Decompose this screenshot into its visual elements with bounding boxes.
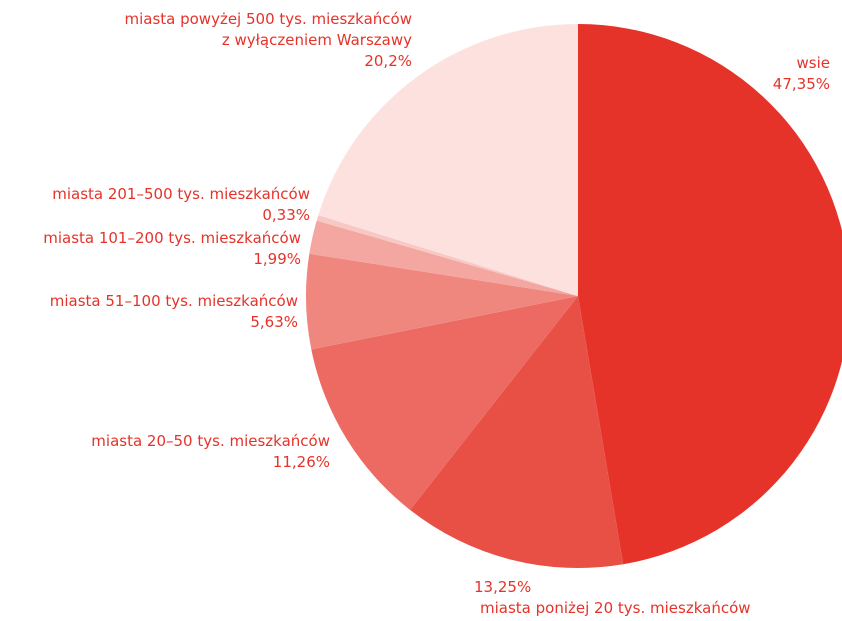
pie-slice xyxy=(410,296,624,568)
slice-label: miasta powyżej 500 tys. mieszkańców z wy… xyxy=(124,9,412,72)
label-name: miasta 201–500 tys. mieszkańców xyxy=(52,185,310,203)
label-name: miasta 101–200 tys. mieszkańców xyxy=(43,229,301,247)
label-value: 0,33% xyxy=(262,206,310,224)
slice-label: wsie 47,35% xyxy=(773,53,830,95)
pie-slice xyxy=(316,215,578,296)
slice-label: miasta 101–200 tys. mieszkańców 1,99% xyxy=(43,228,301,270)
label-value: 11,26% xyxy=(272,453,330,471)
slice-label: miasta 20–50 tys. mieszkańców 11,26% xyxy=(91,431,330,473)
label-name: miasta 51–100 tys. mieszkańców xyxy=(49,292,298,310)
label-name: miasta poniżej 20 tys. mieszkańców xyxy=(480,599,751,617)
pie-slice xyxy=(578,24,842,565)
label-value: 20,2% xyxy=(364,52,412,70)
label-value: 47,35% xyxy=(772,75,830,93)
pie-slice xyxy=(318,24,578,296)
slice-label: 13,25% miasta poniżej 20 tys. mieszkańców xyxy=(474,577,751,619)
label-value: 1,99% xyxy=(253,250,301,268)
label-name: miasta 20–50 tys. mieszkańców xyxy=(91,432,330,450)
pie-slice xyxy=(311,296,578,510)
pie-slice xyxy=(309,220,578,296)
slice-label: miasta 51–100 tys. mieszkańców 5,63% xyxy=(50,291,298,333)
label-name: miasta powyżej 500 tys. mieszkańców z wy… xyxy=(124,10,412,49)
label-name: wsie xyxy=(796,54,830,72)
label-value: 5,63% xyxy=(250,313,298,331)
pie-slice xyxy=(306,253,578,350)
label-value: 13,25% xyxy=(474,578,532,596)
slice-label: miasta 201–500 tys. mieszkańców 0,33% xyxy=(52,184,310,226)
